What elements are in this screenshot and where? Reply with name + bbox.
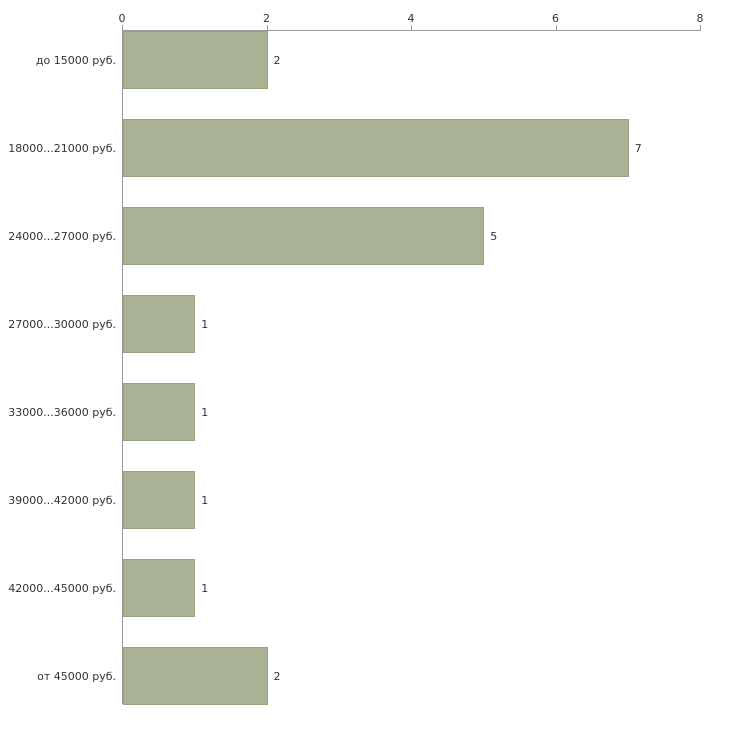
bar-value-label: 2 [273, 53, 281, 67]
category-label: 18000...21000 руб. [8, 141, 116, 155]
bar-value-label: 1 [201, 493, 209, 507]
bar [123, 119, 629, 177]
x-tick-mark [411, 25, 412, 30]
x-tick-label: 0 [118, 12, 126, 25]
bar [123, 207, 485, 265]
bar [123, 295, 196, 353]
x-tick-mark [122, 25, 123, 30]
bar [123, 559, 196, 617]
category-label: 27000...30000 руб. [8, 317, 116, 331]
x-tick-label: 8 [696, 12, 704, 25]
category-label: 42000...45000 руб. [8, 581, 116, 595]
bar-value-label: 1 [201, 581, 209, 595]
bar-value-label: 1 [201, 317, 209, 331]
x-tick-label: 2 [263, 12, 270, 25]
x-tick-label: 4 [407, 12, 415, 25]
category-label: 33000...36000 руб. [8, 405, 116, 419]
bar [123, 647, 268, 705]
category-label: 24000...27000 руб. [8, 229, 116, 243]
bar-value-label: 5 [490, 229, 498, 243]
bar [123, 383, 196, 441]
bar-value-label: 2 [273, 669, 281, 683]
bar-value-label: 1 [201, 405, 209, 419]
category-label: от 45000 руб. [37, 669, 116, 683]
x-tick-mark [700, 25, 701, 30]
bar [123, 471, 196, 529]
x-tick-mark [555, 25, 557, 30]
bar [123, 31, 268, 89]
y-axis-line [122, 30, 123, 704]
x-tick-label: 6 [552, 12, 559, 25]
category-label: 39000...42000 руб. [8, 493, 116, 507]
category-label: до 15000 руб. [35, 53, 116, 67]
bar-value-label: 7 [634, 141, 642, 155]
x-axis-line [122, 30, 701, 31]
x-tick-mark [266, 25, 268, 30]
